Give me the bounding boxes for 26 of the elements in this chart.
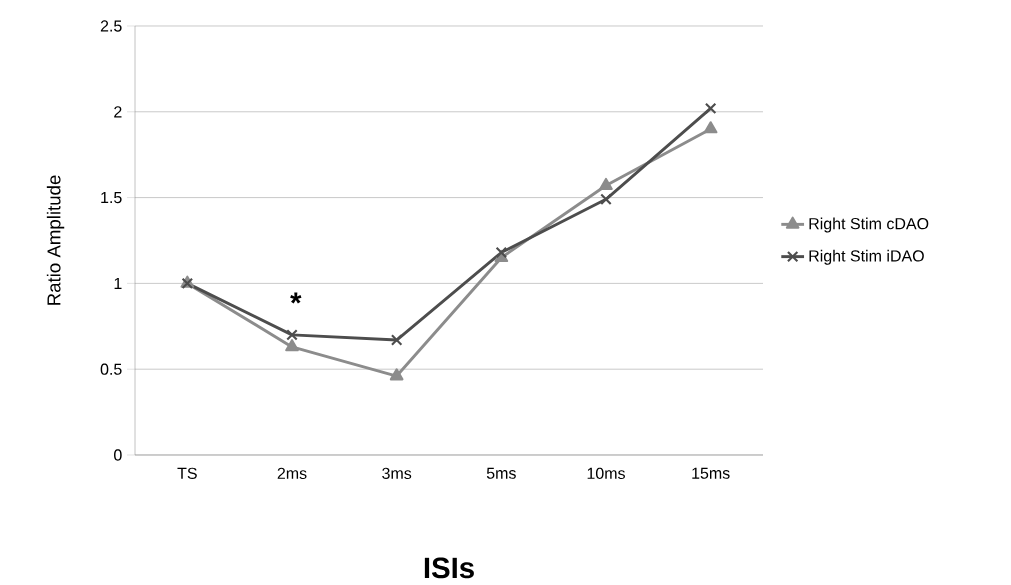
point: [704, 102, 717, 115]
x-tick-label: 10ms: [587, 467, 625, 480]
y-tick-label: 2: [114, 106, 122, 118]
y-tick-label: 0.5: [100, 363, 122, 375]
x-tick-label: 15ms: [692, 467, 730, 479]
point: [600, 193, 612, 206]
y-tick-label: 0: [114, 449, 122, 461]
point: [286, 329, 298, 341]
point: [285, 339, 299, 352]
point: [390, 334, 403, 346]
point: [389, 368, 404, 381]
point: [495, 246, 508, 259]
point: [703, 121, 718, 134]
x-axis-title: ISIs: [424, 557, 474, 579]
x-tick-label: 3ms: [382, 467, 412, 480]
annotation: *: [290, 292, 302, 304]
y-tick-label: 2.5: [100, 20, 122, 32]
y-tick-label: 1: [114, 277, 122, 289]
y-axis-title: Ratio Amplitude: [46, 175, 65, 305]
legend-label: Right Stim cDAO: [809, 217, 929, 233]
x-tick-label: 5ms: [486, 467, 516, 479]
point: [599, 177, 613, 190]
legend-label: Right Stim iDAO: [809, 249, 924, 265]
y-tick-label: 1.5: [101, 192, 122, 204]
x-tick-label: TS: [177, 467, 197, 480]
x-tick-label: 2ms: [277, 467, 307, 480]
